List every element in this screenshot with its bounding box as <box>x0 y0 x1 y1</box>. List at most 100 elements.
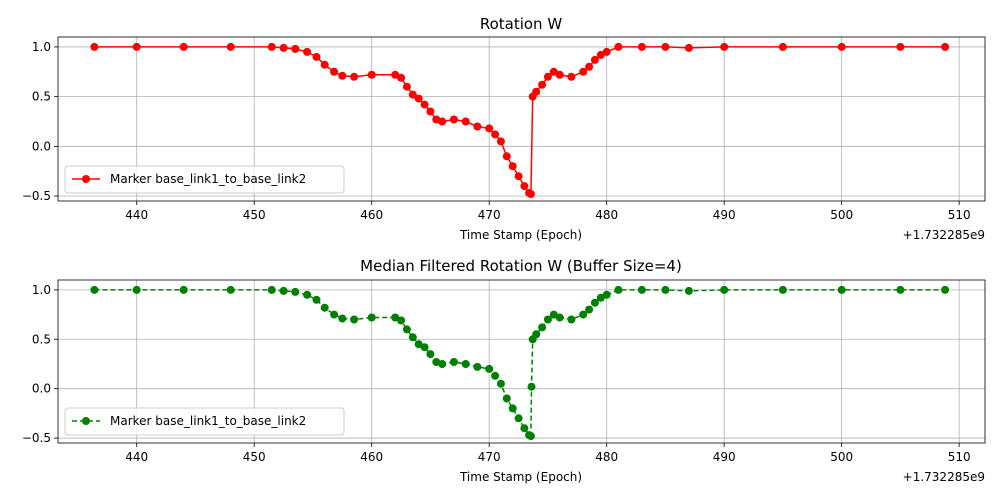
data-point <box>179 285 188 294</box>
legend-box <box>64 407 345 436</box>
data-point <box>555 70 564 79</box>
data-point <box>391 313 400 322</box>
data-point <box>414 94 423 103</box>
data-point <box>420 100 429 109</box>
x-tick-label: 440 <box>125 450 148 464</box>
data-point <box>132 42 141 51</box>
data-point <box>485 364 494 373</box>
data-point <box>520 182 529 191</box>
x-tick-label: 510 <box>948 450 971 464</box>
legend[interactable]: Marker base_link1_to_base_link2 <box>64 407 345 436</box>
legend-label: Marker base_link1_to_base_link2 <box>110 172 306 186</box>
data-point <box>461 360 470 368</box>
data-point <box>397 316 406 325</box>
data-point <box>226 285 235 294</box>
data-point <box>837 285 846 294</box>
data-point <box>637 42 646 51</box>
data-point <box>508 162 517 171</box>
x-tick-label: 440 <box>125 208 148 222</box>
data-point <box>661 42 670 51</box>
data-point <box>590 55 599 64</box>
data-point <box>320 60 329 69</box>
data-point <box>312 52 321 61</box>
data-point <box>408 90 417 99</box>
data-point <box>538 80 547 89</box>
data-point <box>279 43 288 52</box>
series-group <box>90 285 950 441</box>
y-tick-label: −0.5 <box>22 189 51 203</box>
chart-title: Rotation W <box>480 15 563 33</box>
legend-box <box>64 165 345 194</box>
x-tick-label: 470 <box>478 208 501 222</box>
data-point <box>543 72 552 81</box>
data-point <box>526 190 535 198</box>
y-axis: 1.0 0.5 0.0 −0.5 <box>22 283 58 445</box>
data-point <box>543 315 552 324</box>
data-point <box>720 42 729 51</box>
y-tick-label: 0.5 <box>32 332 51 346</box>
data-point <box>438 360 447 368</box>
plot-frame <box>57 36 986 202</box>
data-point <box>590 298 599 307</box>
data-point <box>414 340 423 349</box>
chart-title: Median Filtered Rotation W (Buffer Size=… <box>360 257 682 275</box>
data-point <box>312 295 321 304</box>
legend-marker-swatch <box>82 417 90 425</box>
data-point <box>514 414 523 423</box>
data-point <box>567 315 576 324</box>
data-point <box>367 313 376 322</box>
x-tick-label: 480 <box>595 208 618 222</box>
legend-label: Marker base_link1_to_base_link2 <box>110 414 306 428</box>
data-point <box>526 432 535 441</box>
data-point <box>90 42 99 51</box>
data-point <box>579 310 588 319</box>
y-tick-label: 0.0 <box>32 382 51 396</box>
data-point <box>367 70 376 79</box>
data-point <box>426 350 435 359</box>
data-point <box>538 323 547 332</box>
data-point <box>567 72 576 81</box>
data-point <box>520 424 529 433</box>
data-point <box>449 358 458 366</box>
legend-marker-swatch <box>82 175 90 183</box>
data-point <box>426 107 435 116</box>
data-point <box>508 404 517 413</box>
data-point <box>350 72 359 81</box>
data-point <box>132 285 141 294</box>
data-point <box>661 285 670 294</box>
data-point <box>473 362 482 371</box>
data-point <box>585 62 594 71</box>
data-point <box>502 394 511 403</box>
data-point <box>941 42 950 51</box>
data-point <box>330 67 339 76</box>
x-offset-label: +1.732285e9 <box>903 228 985 242</box>
data-point <box>596 293 605 302</box>
x-tick-label: 450 <box>243 208 266 222</box>
x-tick-label: 460 <box>360 208 383 222</box>
x-tick-label: 510 <box>948 208 971 222</box>
data-point <box>596 50 605 59</box>
data-point <box>941 285 950 294</box>
data-point <box>320 303 329 312</box>
plot-frame <box>57 279 986 444</box>
legend[interactable]: Marker base_link1_to_base_link2 <box>64 165 345 194</box>
data-point <box>420 343 429 352</box>
x-tick-label: 500 <box>830 208 853 222</box>
data-point <box>303 47 312 56</box>
data-point <box>778 42 787 51</box>
data-point <box>837 42 846 51</box>
x-axis-label: Time Stamp (Epoch) <box>459 228 582 242</box>
data-point <box>267 42 276 51</box>
x-tick-label: 480 <box>595 450 618 464</box>
data-point <box>338 314 347 323</box>
data-point <box>602 290 611 299</box>
data-point <box>720 285 729 294</box>
x-tick-label: 460 <box>360 450 383 464</box>
x-tick-label: 490 <box>713 208 736 222</box>
data-point <box>684 43 693 52</box>
data-point <box>491 130 500 139</box>
data-point <box>614 42 623 51</box>
data-point <box>402 82 411 91</box>
data-point <box>179 42 188 51</box>
